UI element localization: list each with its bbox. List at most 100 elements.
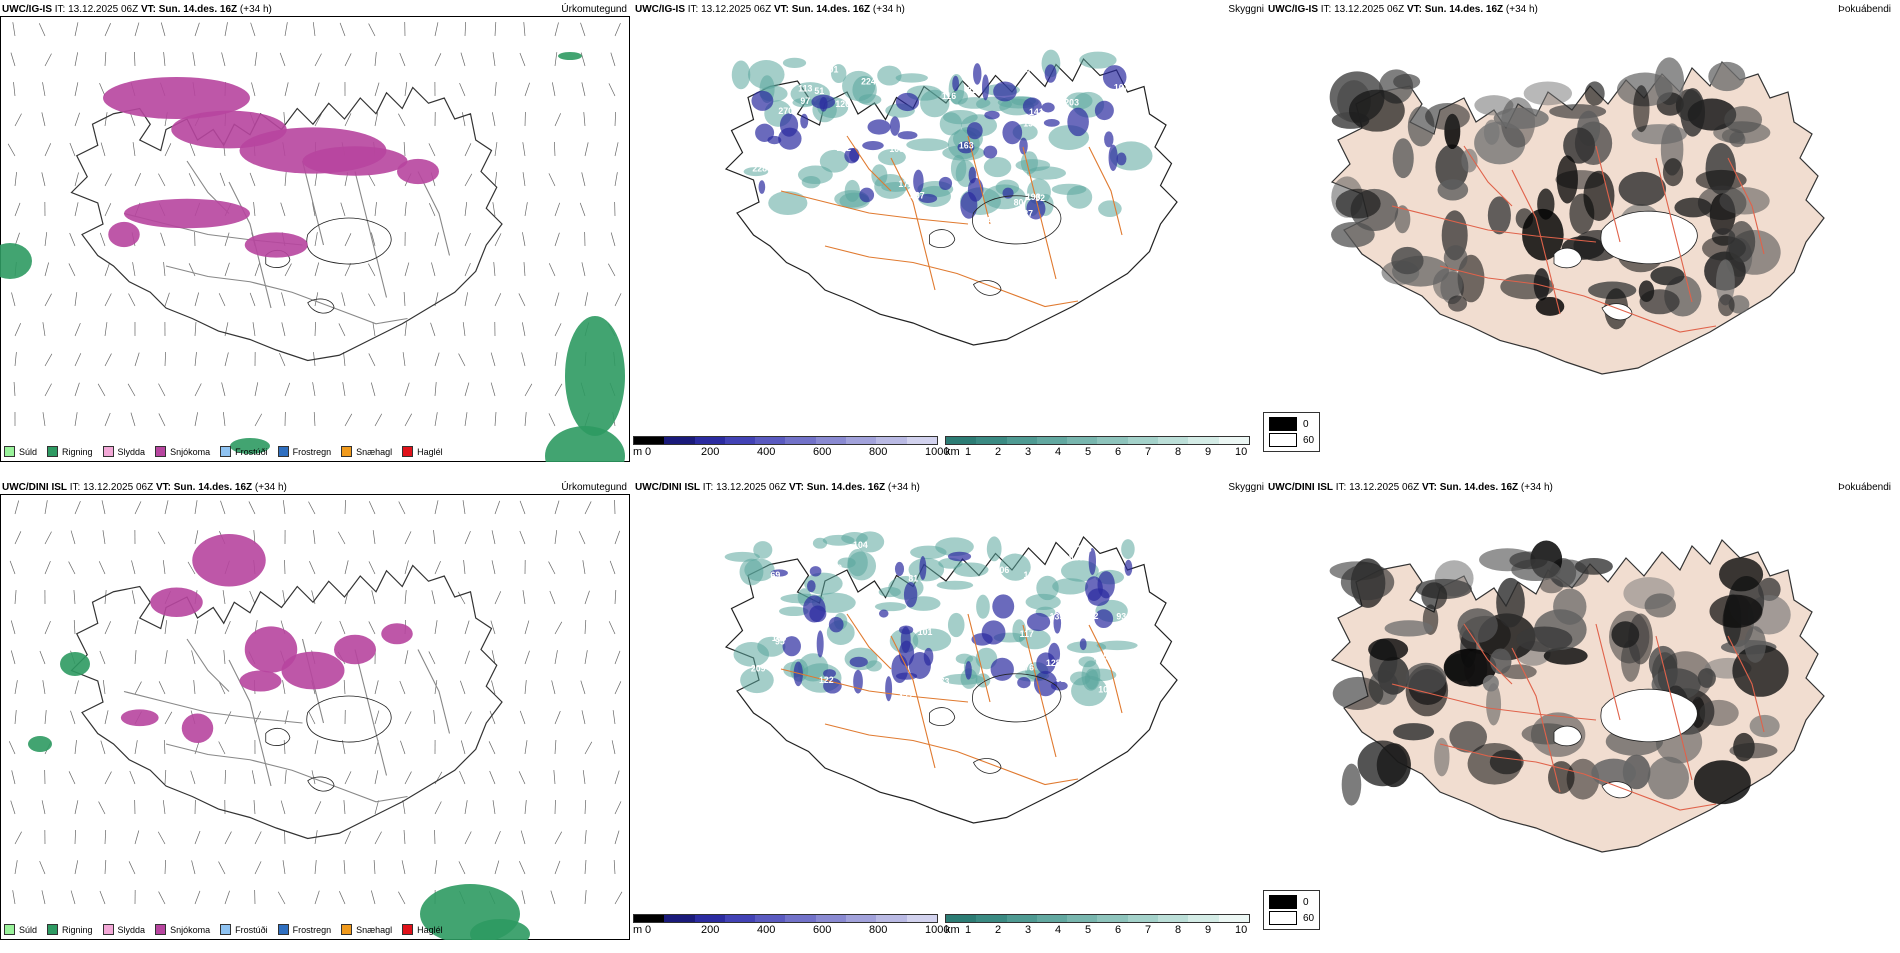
wind-barb	[75, 292, 77, 306]
colorbar-tick: 800	[869, 446, 887, 458]
wind-barb	[555, 832, 562, 844]
fog-index-area	[1336, 189, 1381, 219]
visibility-area	[813, 538, 827, 549]
wind-barb	[433, 530, 435, 544]
wind-barb	[609, 621, 615, 634]
wind-barb	[15, 832, 22, 844]
wind-barb	[405, 322, 407, 336]
legend-label: Rigning	[62, 925, 93, 935]
wind-barb	[465, 531, 470, 544]
snow-area	[124, 199, 250, 228]
wind-barb	[14, 382, 15, 396]
colorbar-bin	[1158, 915, 1188, 922]
wind-barb	[192, 650, 195, 664]
ceiling-value-label: 135	[1050, 611, 1065, 621]
colorbar-tick: 600	[813, 924, 831, 936]
wind-barb	[99, 561, 105, 574]
wind-barb	[222, 52, 225, 66]
fog-map[interactable]	[1266, 16, 1896, 436]
visibility-area	[768, 191, 807, 215]
ceiling-area	[1044, 119, 1060, 127]
wind-barb	[342, 740, 345, 754]
wind-barb	[225, 832, 231, 844]
wind-barb	[492, 530, 495, 544]
colorbar-tick: 1	[965, 924, 971, 936]
wind-barb	[429, 203, 435, 216]
fog-index-area	[1393, 723, 1434, 740]
colorbar-tick: 7	[1145, 924, 1151, 936]
wind-barb	[549, 173, 555, 186]
fog-legend-swatch	[1269, 895, 1297, 909]
wind-barb	[11, 801, 15, 814]
fog-legend-item: 60	[1269, 432, 1314, 448]
wind-barb	[42, 172, 45, 186]
wind-barb	[135, 173, 141, 186]
wind-barb	[11, 621, 15, 634]
wind-barb	[105, 263, 110, 276]
wind-barb	[492, 112, 495, 126]
wind-barb	[45, 294, 52, 306]
wind-barb	[345, 233, 351, 246]
colorbar-bin	[1067, 915, 1097, 922]
wind-barb	[45, 532, 52, 544]
precip-map[interactable]	[0, 494, 630, 940]
fog-index-area	[1385, 620, 1434, 636]
wind-barb	[339, 891, 345, 904]
wind-barb	[398, 892, 405, 904]
wind-barb	[374, 860, 375, 874]
ceiling-area	[899, 625, 913, 634]
wind-barb	[75, 501, 80, 514]
wind-barb	[313, 530, 315, 544]
colorbar-tick: 9	[1205, 446, 1211, 458]
wind-barb	[585, 142, 588, 156]
ceiling-area	[1104, 131, 1113, 147]
legend-label: Frostregn	[293, 447, 332, 457]
colorbar-bin	[846, 437, 876, 444]
wind-barb	[343, 382, 345, 396]
wind-barb	[193, 52, 195, 66]
fog-index-area	[1708, 62, 1745, 91]
wind-barb	[11, 53, 15, 66]
wind-barb	[398, 114, 405, 126]
ceiling-area	[1002, 121, 1022, 144]
ceiling-area	[800, 114, 808, 129]
wind-barb	[45, 384, 52, 396]
wind-barb	[165, 620, 167, 634]
colorbar-unit: km	[945, 446, 960, 458]
fog-map[interactable]	[1266, 494, 1896, 914]
visibility-area	[984, 157, 1011, 177]
fog-index-area	[1718, 294, 1735, 316]
fog-index-area	[1699, 700, 1738, 726]
wind-barb	[525, 621, 529, 634]
wind-barb	[253, 322, 255, 336]
cloud-map[interactable]: 9710214112911622411319351106675801019212…	[633, 16, 1263, 436]
ceiling-area	[859, 188, 874, 203]
colorbar-bin	[785, 437, 815, 444]
wind-barb	[493, 202, 495, 216]
wind-barb	[102, 500, 105, 514]
fog-index-area	[1391, 247, 1423, 274]
ceiling-value-label: 845	[1069, 553, 1084, 563]
fog-index-area	[1663, 158, 1683, 186]
legend-swatch	[47, 446, 58, 457]
wind-barb	[165, 500, 168, 514]
wind-barb	[135, 682, 141, 694]
wind-barb	[195, 891, 200, 904]
wind-barb	[281, 292, 285, 306]
visibility-area	[866, 660, 882, 671]
ceiling-value-label: 80	[1014, 197, 1024, 207]
ceiling-area	[807, 580, 816, 592]
wind-barb	[494, 262, 495, 276]
wind-barb	[105, 52, 106, 66]
wind-barb	[129, 861, 135, 874]
ceiling-area	[952, 76, 959, 91]
precip-map[interactable]	[0, 16, 630, 462]
wind-barb	[465, 263, 470, 276]
ceiling-value-label: 108	[889, 144, 904, 154]
fog-index-area	[1583, 171, 1614, 221]
ceiling-value-label: 101	[918, 627, 933, 637]
ceiling-value-label: 116	[1016, 65, 1030, 75]
colorbar-tick: 6	[1115, 446, 1121, 458]
legend-swatch	[4, 924, 15, 935]
